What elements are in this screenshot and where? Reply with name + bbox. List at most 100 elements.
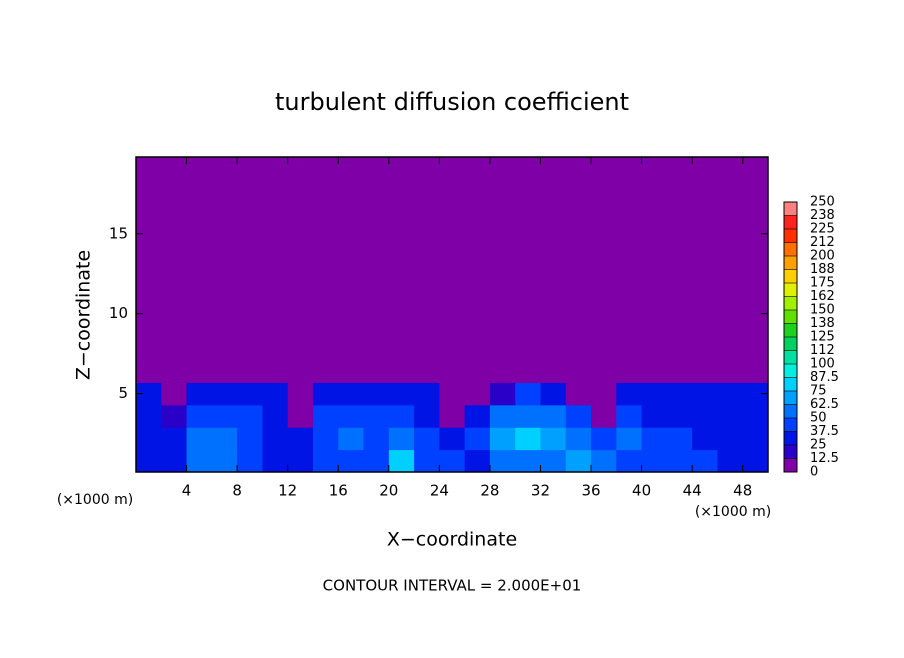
field-cell bbox=[692, 449, 718, 473]
field-cell bbox=[237, 449, 263, 473]
x-tick-label: 16 bbox=[329, 482, 348, 500]
colorbar-band bbox=[784, 391, 797, 405]
colorbar-label: 212 bbox=[810, 235, 835, 250]
colorbar-band bbox=[784, 269, 797, 283]
field-cell bbox=[591, 427, 617, 451]
colorbar-label: 200 bbox=[810, 249, 835, 264]
colorbar-label: 225 bbox=[810, 222, 835, 237]
field-cell bbox=[161, 404, 188, 428]
field-cell bbox=[742, 404, 769, 428]
field-cell bbox=[312, 360, 339, 383]
field-cell bbox=[338, 404, 365, 428]
x-tick-label: 44 bbox=[683, 482, 702, 500]
field-cell bbox=[237, 427, 263, 451]
plot-frame bbox=[135, 156, 769, 473]
x-tick-label: 40 bbox=[632, 482, 651, 500]
field-cell bbox=[489, 382, 516, 406]
field-cell bbox=[161, 449, 188, 473]
field-cell bbox=[287, 382, 314, 406]
colorbar-band bbox=[784, 364, 797, 378]
field-cell bbox=[742, 382, 769, 406]
field-cell bbox=[489, 449, 516, 473]
field-cell bbox=[388, 404, 415, 428]
field-cell bbox=[363, 404, 390, 428]
colorbar-label: 175 bbox=[810, 276, 835, 291]
field-cell bbox=[414, 427, 440, 451]
colorbar-band bbox=[784, 296, 797, 310]
colorbar-band bbox=[784, 431, 797, 445]
x-tick-label: 20 bbox=[379, 482, 398, 500]
colorbar-band bbox=[784, 323, 797, 337]
x-tick-label: 12 bbox=[278, 482, 297, 500]
field-cell bbox=[287, 360, 314, 383]
x-tick-label: 28 bbox=[480, 482, 499, 500]
field-cell bbox=[287, 449, 314, 473]
colorbar-band bbox=[784, 445, 797, 459]
field-cell bbox=[540, 360, 567, 383]
colorbar-band bbox=[784, 350, 797, 364]
field-cell bbox=[666, 427, 693, 451]
field-cell bbox=[742, 449, 769, 473]
field-cell bbox=[262, 360, 289, 383]
field-cell bbox=[565, 449, 592, 473]
field-cell bbox=[388, 360, 415, 383]
field-cell bbox=[717, 382, 744, 406]
footnote: CONTOUR INTERVAL = 2.000E+01 bbox=[323, 577, 582, 595]
field-cell bbox=[388, 449, 415, 473]
x-tick-label: 48 bbox=[733, 482, 752, 500]
field-cell bbox=[464, 427, 491, 451]
colorbar-label: 12.5 bbox=[810, 451, 839, 466]
field-cell bbox=[515, 360, 541, 383]
x-tick-label: 8 bbox=[232, 482, 242, 500]
colorbar-label: 138 bbox=[810, 316, 835, 331]
field-cell bbox=[211, 449, 238, 473]
field-cell bbox=[616, 427, 643, 451]
field-cell bbox=[414, 404, 440, 428]
field-cell bbox=[237, 404, 263, 428]
colorbar-label: 75 bbox=[810, 384, 827, 399]
field-cell bbox=[338, 449, 365, 473]
field-cell bbox=[312, 404, 339, 428]
colorbar-label: 112 bbox=[810, 343, 835, 358]
field-cell bbox=[161, 360, 188, 383]
field-cell bbox=[211, 427, 238, 451]
field-cell bbox=[262, 382, 289, 406]
field-cell bbox=[717, 360, 744, 383]
field-cell bbox=[692, 382, 718, 406]
field-cell bbox=[439, 404, 466, 428]
field-cell bbox=[388, 427, 415, 451]
field-cell bbox=[641, 427, 668, 451]
field-cell bbox=[641, 449, 668, 473]
colorbar-band bbox=[784, 229, 797, 243]
y-axis-label: Z−coordinate bbox=[73, 250, 95, 380]
field-cell bbox=[338, 382, 365, 406]
field-cell bbox=[692, 404, 718, 428]
field-cell bbox=[616, 382, 643, 406]
field-cell bbox=[136, 382, 162, 406]
field-cell bbox=[136, 404, 162, 428]
colorbar-label: 0 bbox=[810, 465, 818, 480]
field-cell bbox=[565, 360, 592, 383]
field-cell bbox=[591, 360, 617, 383]
field-cell bbox=[439, 449, 466, 473]
field-cell bbox=[515, 404, 541, 428]
field-cell bbox=[565, 427, 592, 451]
field-cell bbox=[489, 360, 516, 383]
colorbar-band bbox=[784, 283, 797, 297]
field-cell bbox=[312, 382, 339, 406]
field-cell bbox=[136, 360, 162, 383]
field-cell bbox=[616, 360, 643, 383]
field-cell bbox=[717, 404, 744, 428]
field-cell bbox=[515, 449, 541, 473]
field-cell bbox=[211, 360, 238, 383]
colorbar-label: 188 bbox=[810, 262, 835, 277]
y-tick-label: 5 bbox=[118, 384, 128, 402]
colorbar-band bbox=[784, 418, 797, 432]
field-cell bbox=[742, 360, 769, 383]
colorbar-label: 87.5 bbox=[810, 370, 839, 385]
field-cell bbox=[161, 382, 188, 406]
field-cell bbox=[641, 404, 668, 428]
field-cell bbox=[641, 382, 668, 406]
colorbar-band bbox=[784, 337, 797, 351]
field-cell bbox=[262, 427, 289, 451]
